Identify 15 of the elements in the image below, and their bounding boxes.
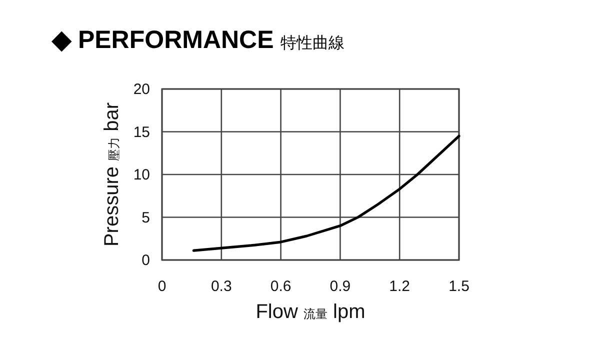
y-tick-label: 20 <box>133 81 150 98</box>
chart-title: ◆ PERFORMANCE 特性曲線 <box>51 26 345 54</box>
x-tick-label: 0.6 <box>270 278 292 295</box>
y-tick-label: 10 <box>133 166 150 184</box>
y-axis-title: Pressure 壓力 bar <box>101 102 123 247</box>
x-tick-label: 0.3 <box>210 278 232 295</box>
x-axis-title: Flow 流量 lpm <box>256 301 366 323</box>
x-tick-label: 1.2 <box>389 278 410 295</box>
line-series <box>192 134 460 252</box>
x-tick-label: 0 <box>158 278 166 295</box>
x-tick-label: 1.5 <box>448 278 470 295</box>
x-tick-label: 0.9 <box>330 278 351 295</box>
y-tick-label: 0 <box>142 252 150 269</box>
y-tick-label: 15 <box>133 124 150 141</box>
y-tick-label: 5 <box>142 209 150 226</box>
